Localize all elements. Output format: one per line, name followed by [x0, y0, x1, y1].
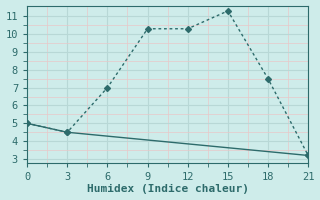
X-axis label: Humidex (Indice chaleur): Humidex (Indice chaleur)	[87, 184, 249, 194]
